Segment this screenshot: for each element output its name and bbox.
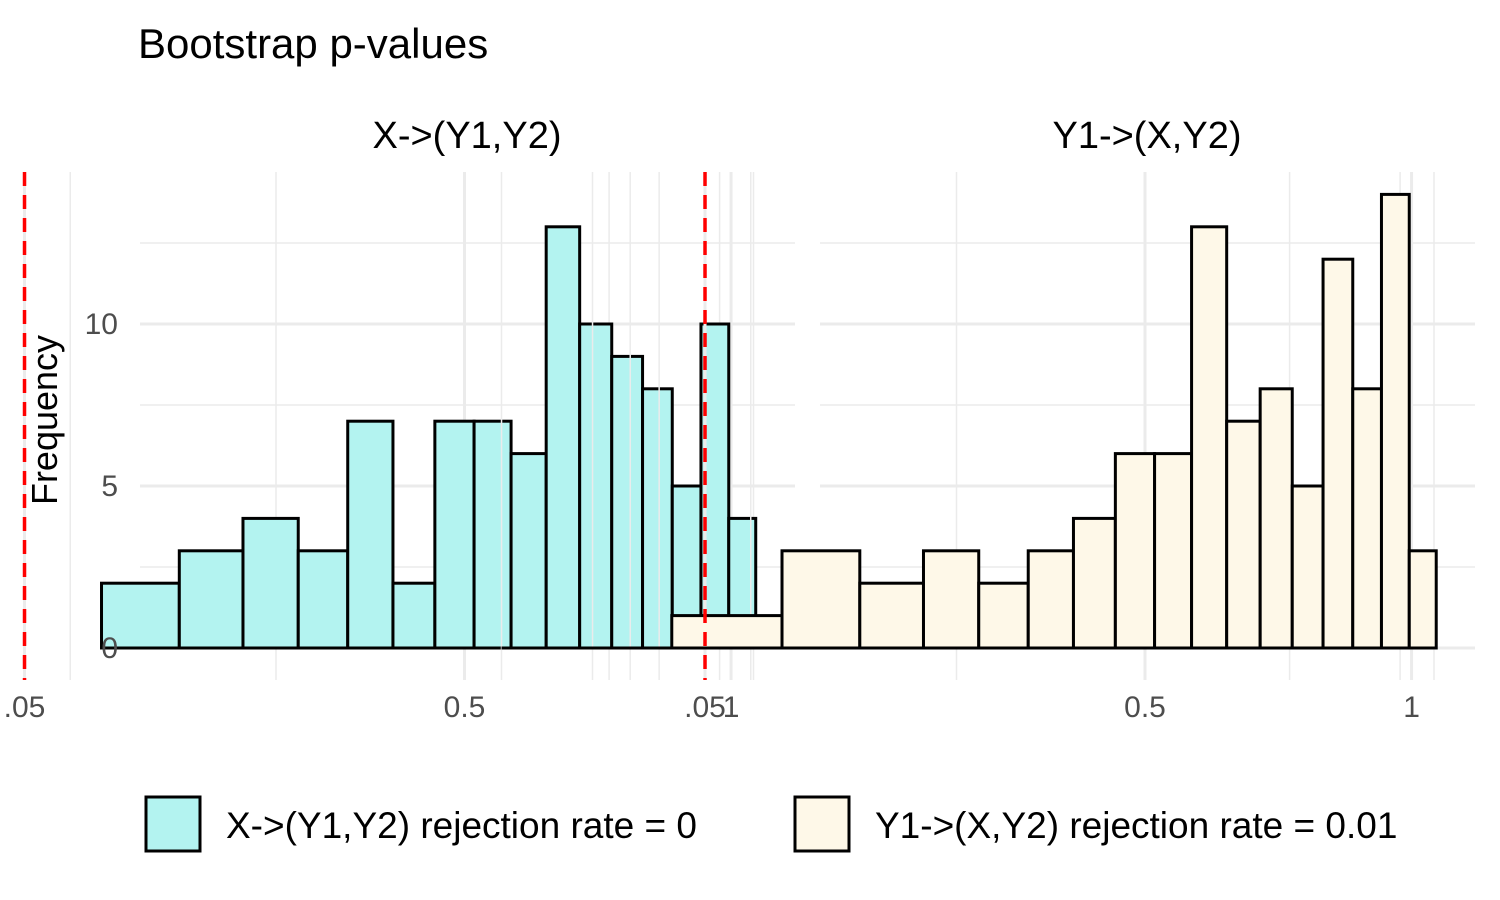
y-axis-ticks: 0 5 10 — [85, 308, 118, 665]
histogram-bar: X->(Y1,Y2): 10 — [578, 322, 614, 650]
histogram-bar: X->(Y1,Y2): 7 — [472, 419, 513, 650]
histogram-bar: Y1->(X,Y2): 12 — [1321, 257, 1355, 650]
histogram-bar: X->(Y1,Y2): 2 — [391, 581, 437, 650]
histogram-bar: Y1->(X,Y2): 1 — [670, 614, 784, 650]
legend-swatch-y1-x-y2 — [793, 795, 851, 853]
histogram-bar: Y1->(X,Y2): 3 — [1026, 549, 1075, 650]
histogram-bar: Y1->(X,Y2): 3 — [780, 549, 862, 650]
histogram-bar: Y1->(X,Y2): 2 — [977, 581, 1030, 650]
legend-label-x-y1-y2: X->(Y1,Y2) rejection rate = 0 — [226, 805, 697, 846]
x-tick-label: 0.5 — [1124, 691, 1166, 724]
panel-title: Y1->(X,Y2) — [1052, 115, 1241, 157]
x-tick-label: .05 — [684, 691, 726, 724]
histogram-bar: X->(Y1,Y2): 4 — [241, 516, 300, 650]
x-tick-label: .05 — [4, 691, 46, 724]
histogram-bar: Y1->(X,Y2): 8 — [1258, 387, 1294, 650]
x-tick-label: 1 — [723, 691, 740, 724]
histogram-bar: Y1->(X,Y2): 3 — [921, 549, 981, 650]
x-tick-label: 0.5 — [444, 691, 486, 724]
histogram-bar: Y1->(X,Y2): 8 — [1351, 387, 1383, 650]
histogram-bar: X->(Y1,Y2): 2 — [100, 581, 181, 650]
histogram-bar: Y1->(X,Y2): 14 — [1379, 192, 1411, 650]
histogram-bar: Y1->(X,Y2): 5 — [1290, 484, 1325, 650]
legend-swatch-x-y1-y2 — [144, 795, 202, 853]
histogram-bar: X->(Y1,Y2): 3 — [177, 549, 245, 650]
histogram-bar: X->(Y1,Y2): 7 — [433, 419, 476, 650]
histogram-bar: X->(Y1,Y2): 8 — [641, 387, 674, 650]
panel-title: X->(Y1,Y2) — [372, 115, 561, 157]
histogram-bar: X->(Y1,Y2): 3 — [296, 549, 350, 650]
histogram-bar: Y1->(X,Y2): 3 — [1407, 549, 1438, 650]
chart-title: Bootstrap p-values — [138, 20, 488, 67]
histogram-bar: X->(Y1,Y2): 13 — [544, 225, 582, 650]
panel-y1-x-y2: Y1->(X,Y2) Y1->(X,Y2): 1Y1->(X,Y2): 3Y1-… — [500, 115, 1475, 724]
histogram-bar: X->(Y1,Y2): 9 — [610, 354, 645, 650]
x-tick-label: 1 — [1403, 691, 1420, 724]
legend-label-y1-x-y2: Y1->(X,Y2) rejection rate = 0.01 — [875, 805, 1397, 846]
histogram-bar: Y1->(X,Y2): 6 — [1113, 452, 1157, 650]
histogram-bar: X->(Y1,Y2): 6 — [509, 452, 548, 650]
histogram-bar: Y1->(X,Y2): 6 — [1153, 452, 1194, 650]
legend: X->(Y1,Y2) rejection rate = 0 Y1->(X,Y2)… — [144, 795, 1397, 853]
histogram-bar: Y1->(X,Y2): 2 — [858, 581, 925, 650]
histogram-bar: Y1->(X,Y2): 7 — [1225, 419, 1262, 650]
y-tick-label: 10 — [85, 308, 118, 341]
y-axis-label: Frequency — [24, 335, 65, 505]
histogram-bar: Y1->(X,Y2): 4 — [1071, 516, 1117, 650]
histogram-bar: X->(Y1,Y2): 7 — [346, 419, 395, 650]
y-tick-label: 0 — [101, 632, 118, 665]
histogram-bar: Y1->(X,Y2): 13 — [1190, 225, 1229, 650]
y-tick-label: 5 — [101, 470, 118, 503]
